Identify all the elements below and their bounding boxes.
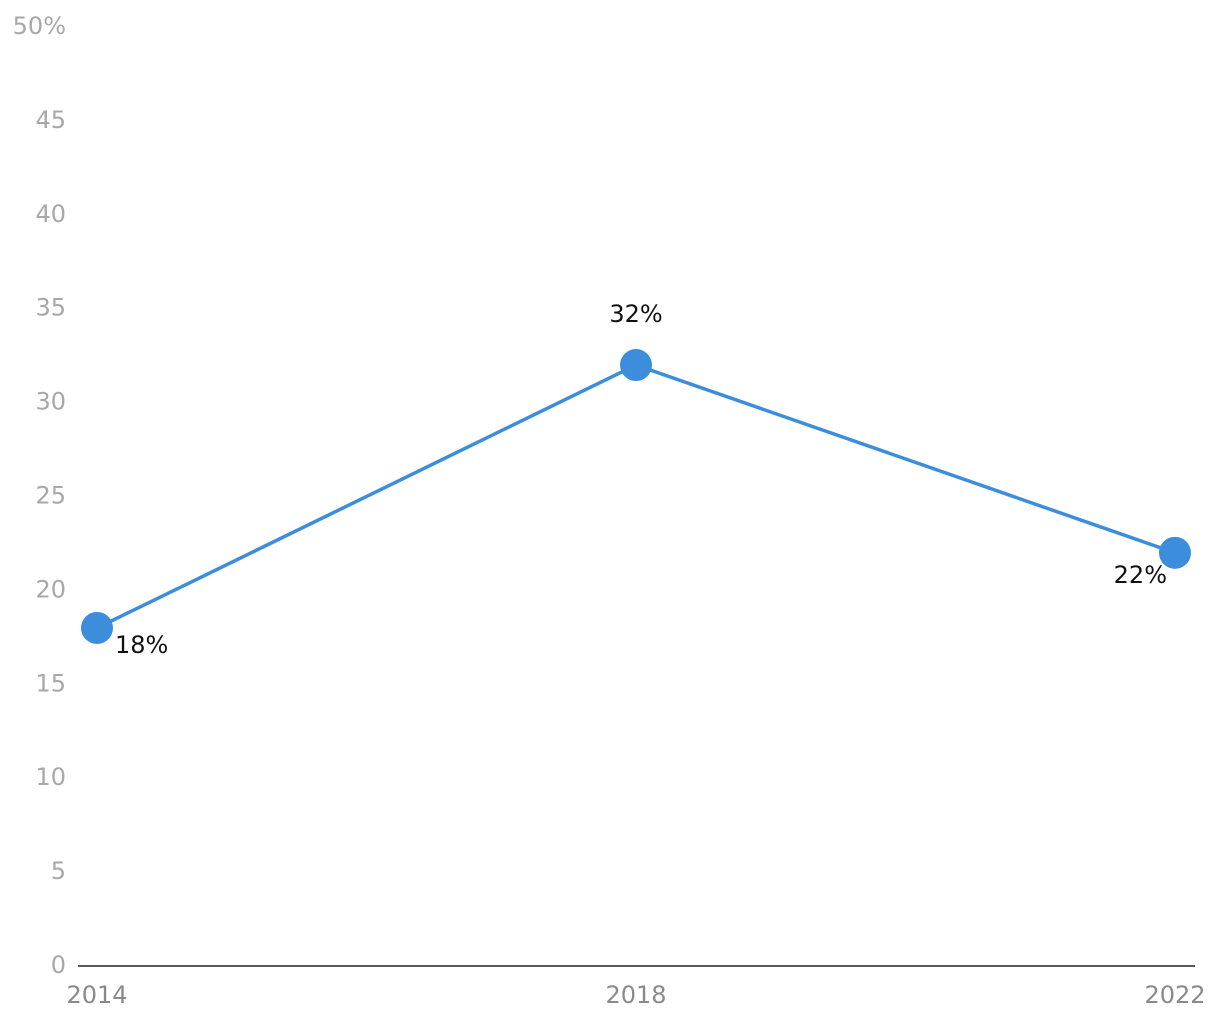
y-tick-label: 30 <box>35 388 66 416</box>
point <box>620 349 652 382</box>
x-tick-label: 2014 <box>66 981 127 1009</box>
y-tick-label: 0 <box>51 951 66 979</box>
y-tick-label: 20 <box>35 575 66 603</box>
y-tick-label: 35 <box>35 294 66 322</box>
data-label: 18% <box>115 631 168 659</box>
y-tick-label: 25 <box>35 482 66 510</box>
y-tick-label: 10 <box>35 763 66 791</box>
line <box>96 363 1176 630</box>
point <box>1159 536 1191 569</box>
y-tick-label: 50% <box>13 12 66 40</box>
x-tick-label: 2018 <box>605 981 666 1009</box>
y-tick-label: 45 <box>35 106 66 134</box>
y-tick-label: 40 <box>35 200 66 228</box>
x-tick-label: 2022 <box>1144 981 1205 1009</box>
point <box>81 611 113 644</box>
data-label: 32% <box>609 300 662 328</box>
y-tick-label: 15 <box>35 669 66 697</box>
data-label: 22% <box>1114 561 1167 589</box>
y-tick-label: 5 <box>51 857 66 885</box>
